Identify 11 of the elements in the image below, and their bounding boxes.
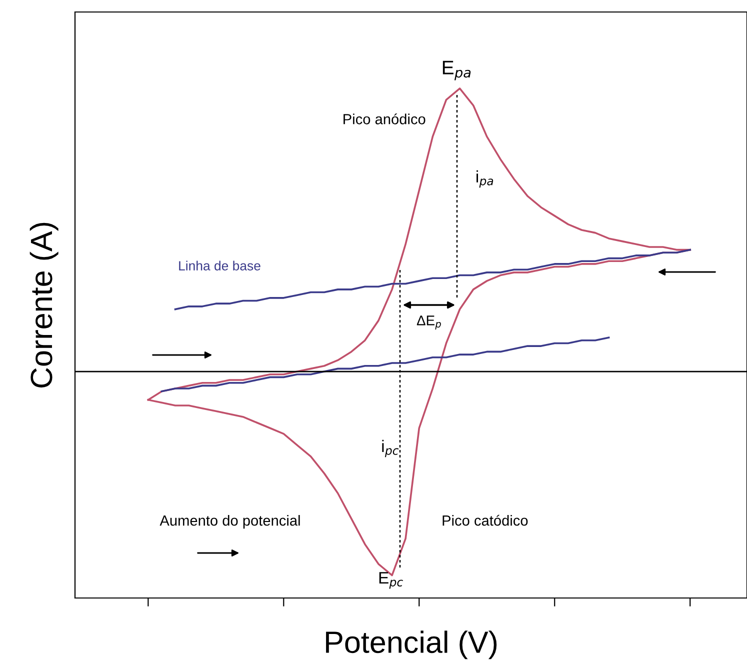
- text: E$_{pa}$: [442, 60, 471, 80]
- annotation: Linha de base: [179, 260, 260, 270]
- annotation: i$_{pa}$: [476, 170, 494, 188]
- annotation: Aumento do potencial: [160, 515, 300, 529]
- y-axis-title: Corrente (A): [30, 222, 58, 388]
- annotation: E$_{pc}$: [379, 572, 403, 589]
- annotation: i$_{pc}$: [382, 440, 399, 458]
- annotation: Pico catódico: [442, 514, 528, 526]
- annotation: ΔE$_{p}$: [416, 316, 441, 330]
- annotation: Pico anódico: [344, 113, 426, 124]
- x-axis-title: Potencial (V): [326, 630, 497, 660]
